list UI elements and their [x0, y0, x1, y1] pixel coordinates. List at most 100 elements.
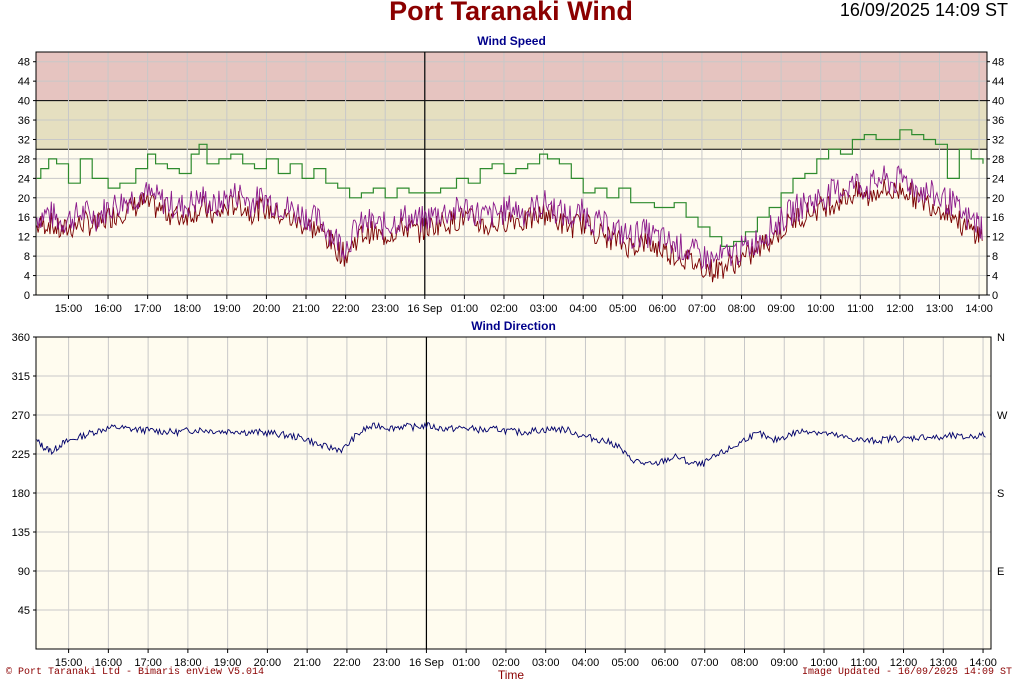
speed-y-tick-label: 0: [24, 290, 30, 302]
speed-x-tick-label: 21:00: [292, 303, 320, 315]
speed-y-tick-label: 16: [18, 212, 30, 224]
direction-x-tick-label: 22:00: [333, 657, 361, 669]
speed-y-tick-label: 4: [24, 271, 30, 283]
speed-x-tick-label: 06:00: [649, 303, 677, 315]
speed-x-tick-label: 13:00: [926, 303, 954, 315]
direction-x-tick-label: 23:00: [373, 657, 401, 669]
direction-y-tick-label: 225: [12, 449, 30, 461]
speed-y-tick-label-right: 4: [992, 271, 998, 283]
speed-y-tick-label-right: 40: [992, 96, 1004, 108]
speed-y-tick-label: 36: [18, 115, 30, 127]
direction-x-tick-label: 09:00: [770, 657, 798, 669]
speed-x-tick-label: 14:00: [965, 303, 993, 315]
speed-x-tick-label: 18:00: [173, 303, 201, 315]
speed-x-tick-label: 05:00: [609, 303, 637, 315]
direction-x-tick-label: 17:00: [134, 657, 162, 669]
speed-x-tick-label: 20:00: [253, 303, 281, 315]
speed-y-tick-label: 20: [18, 193, 30, 205]
speed-y-tick-label-right: 16: [992, 212, 1004, 224]
speed-y-tick-label-right: 44: [992, 76, 1004, 88]
speed-y-tick-label-right: 20: [992, 193, 1004, 205]
speed-y-tick-label: 32: [18, 134, 30, 146]
direction-compass-label: W: [997, 410, 1008, 422]
speed-x-tick-label: 03:00: [530, 303, 558, 315]
speed-x-tick-label: 17:00: [134, 303, 162, 315]
speed-x-tick-label: 19:00: [213, 303, 241, 315]
direction-x-tick-label: 16 Sep: [409, 657, 444, 669]
direction-x-tick-label: 06:00: [651, 657, 679, 669]
direction-compass-label: N: [997, 332, 1005, 344]
speed-y-tick-label-right: 0: [992, 290, 998, 302]
direction-x-tick-label: 02:00: [492, 657, 520, 669]
direction-x-tick-label: 15:00: [55, 657, 83, 669]
speed-y-tick-label: 28: [18, 154, 30, 166]
timestamp: 16/09/2025 14:09 ST: [839, 0, 1008, 20]
speed-x-tick-label: 12:00: [886, 303, 914, 315]
direction-x-tick-label: 12:00: [890, 657, 918, 669]
direction-x-tick-label: 13:00: [930, 657, 958, 669]
speed-x-tick-label: 07:00: [688, 303, 716, 315]
copyright-footer: © Port Taranaki Ltd - Bimaris enView V5.…: [6, 667, 265, 678]
direction-x-tick-label: 07:00: [691, 657, 719, 669]
speed-y-tick-label: 48: [18, 57, 30, 69]
direction-y-tick-label: 45: [18, 605, 30, 617]
direction-x-tick-label: 10:00: [810, 657, 838, 669]
speed-speed-series: [36, 165, 983, 271]
direction-y-tick-label: 315: [12, 371, 30, 383]
direction-compass-label: S: [997, 488, 1004, 500]
direction-y-tick-label: 135: [12, 527, 30, 539]
speed-x-tick-label: 01:00: [451, 303, 479, 315]
speed-chart-title: Wind Speed: [477, 34, 546, 48]
speed-y-tick-label-right: 12: [992, 232, 1004, 244]
speed-x-tick-label: 02:00: [490, 303, 518, 315]
direction-y-tick-label: 180: [12, 488, 30, 500]
direction-x-tick-label: 01:00: [452, 657, 480, 669]
speed-y-tick-label-right: 28: [992, 154, 1004, 166]
speed-y-tick-label: 40: [18, 96, 30, 108]
speed-y-tick-label-right: 32: [992, 134, 1004, 146]
speed-gust-series: [36, 129, 984, 247]
speed-plot-frame: [35, 51, 988, 296]
direction-x-tick-label: 03:00: [532, 657, 560, 669]
direction-x-tick-label: 08:00: [731, 657, 759, 669]
speed-y-tick-label-right: 48: [992, 57, 1004, 69]
speed-y-tick-label: 8: [24, 251, 30, 263]
direction-y-tick-label: 90: [18, 566, 30, 578]
direction-x-tick-label: 16:00: [95, 657, 123, 669]
speed-x-tick-label: 08:00: [728, 303, 756, 315]
speed-x-tick-label: 10:00: [807, 303, 835, 315]
direction-compass-label: E: [997, 566, 1004, 578]
direction-x-tick-label: 20:00: [254, 657, 282, 669]
direction-x-tick-label: 05:00: [611, 657, 639, 669]
speed-x-tick-label: 04:00: [569, 303, 597, 315]
speed-x-tick-label: 11:00: [847, 303, 874, 315]
direction-y-tick-label: 270: [12, 410, 30, 422]
time-axis-label: Time: [497, 668, 525, 682]
speed-x-tick-label: 09:00: [767, 303, 795, 315]
speed-y-tick-label-right: 24: [992, 173, 1004, 185]
speed-y-tick-label: 24: [18, 173, 30, 185]
speed-y-tick-label: 12: [18, 232, 30, 244]
speed-x-tick-label: 16:00: [94, 303, 122, 315]
speed-threshold-band: [36, 100, 987, 150]
direction-x-tick-label: 18:00: [174, 657, 202, 669]
speed-y-tick-label-right: 36: [992, 115, 1004, 127]
direction-direction-series: [36, 421, 986, 468]
speed-y-tick-label: 44: [18, 76, 30, 88]
speed-y-tick-label-right: 8: [992, 251, 998, 263]
speed-x-tick-label: 15:00: [55, 303, 83, 315]
direction-x-tick-label: 04:00: [572, 657, 600, 669]
direction-x-tick-label: 21:00: [293, 657, 321, 669]
page-title: Port Taranaki Wind: [389, 0, 633, 26]
direction-x-tick-label: 19:00: [214, 657, 242, 669]
direction-x-tick-label: 14:00: [969, 657, 997, 669]
speed-x-tick-label: 16 Sep: [407, 303, 442, 315]
speed-x-tick-label: 23:00: [371, 303, 399, 315]
image-updated-footer: Image Updated - 16/09/2025 14:09 ST: [801, 667, 1012, 678]
speed-threshold-band: [36, 52, 987, 101]
speed-x-tick-label: 22:00: [332, 303, 360, 315]
direction-x-tick-label: 11:00: [850, 657, 877, 669]
direction-y-tick-label: 360: [12, 332, 30, 344]
direction-chart-title: Wind Direction: [471, 319, 556, 333]
